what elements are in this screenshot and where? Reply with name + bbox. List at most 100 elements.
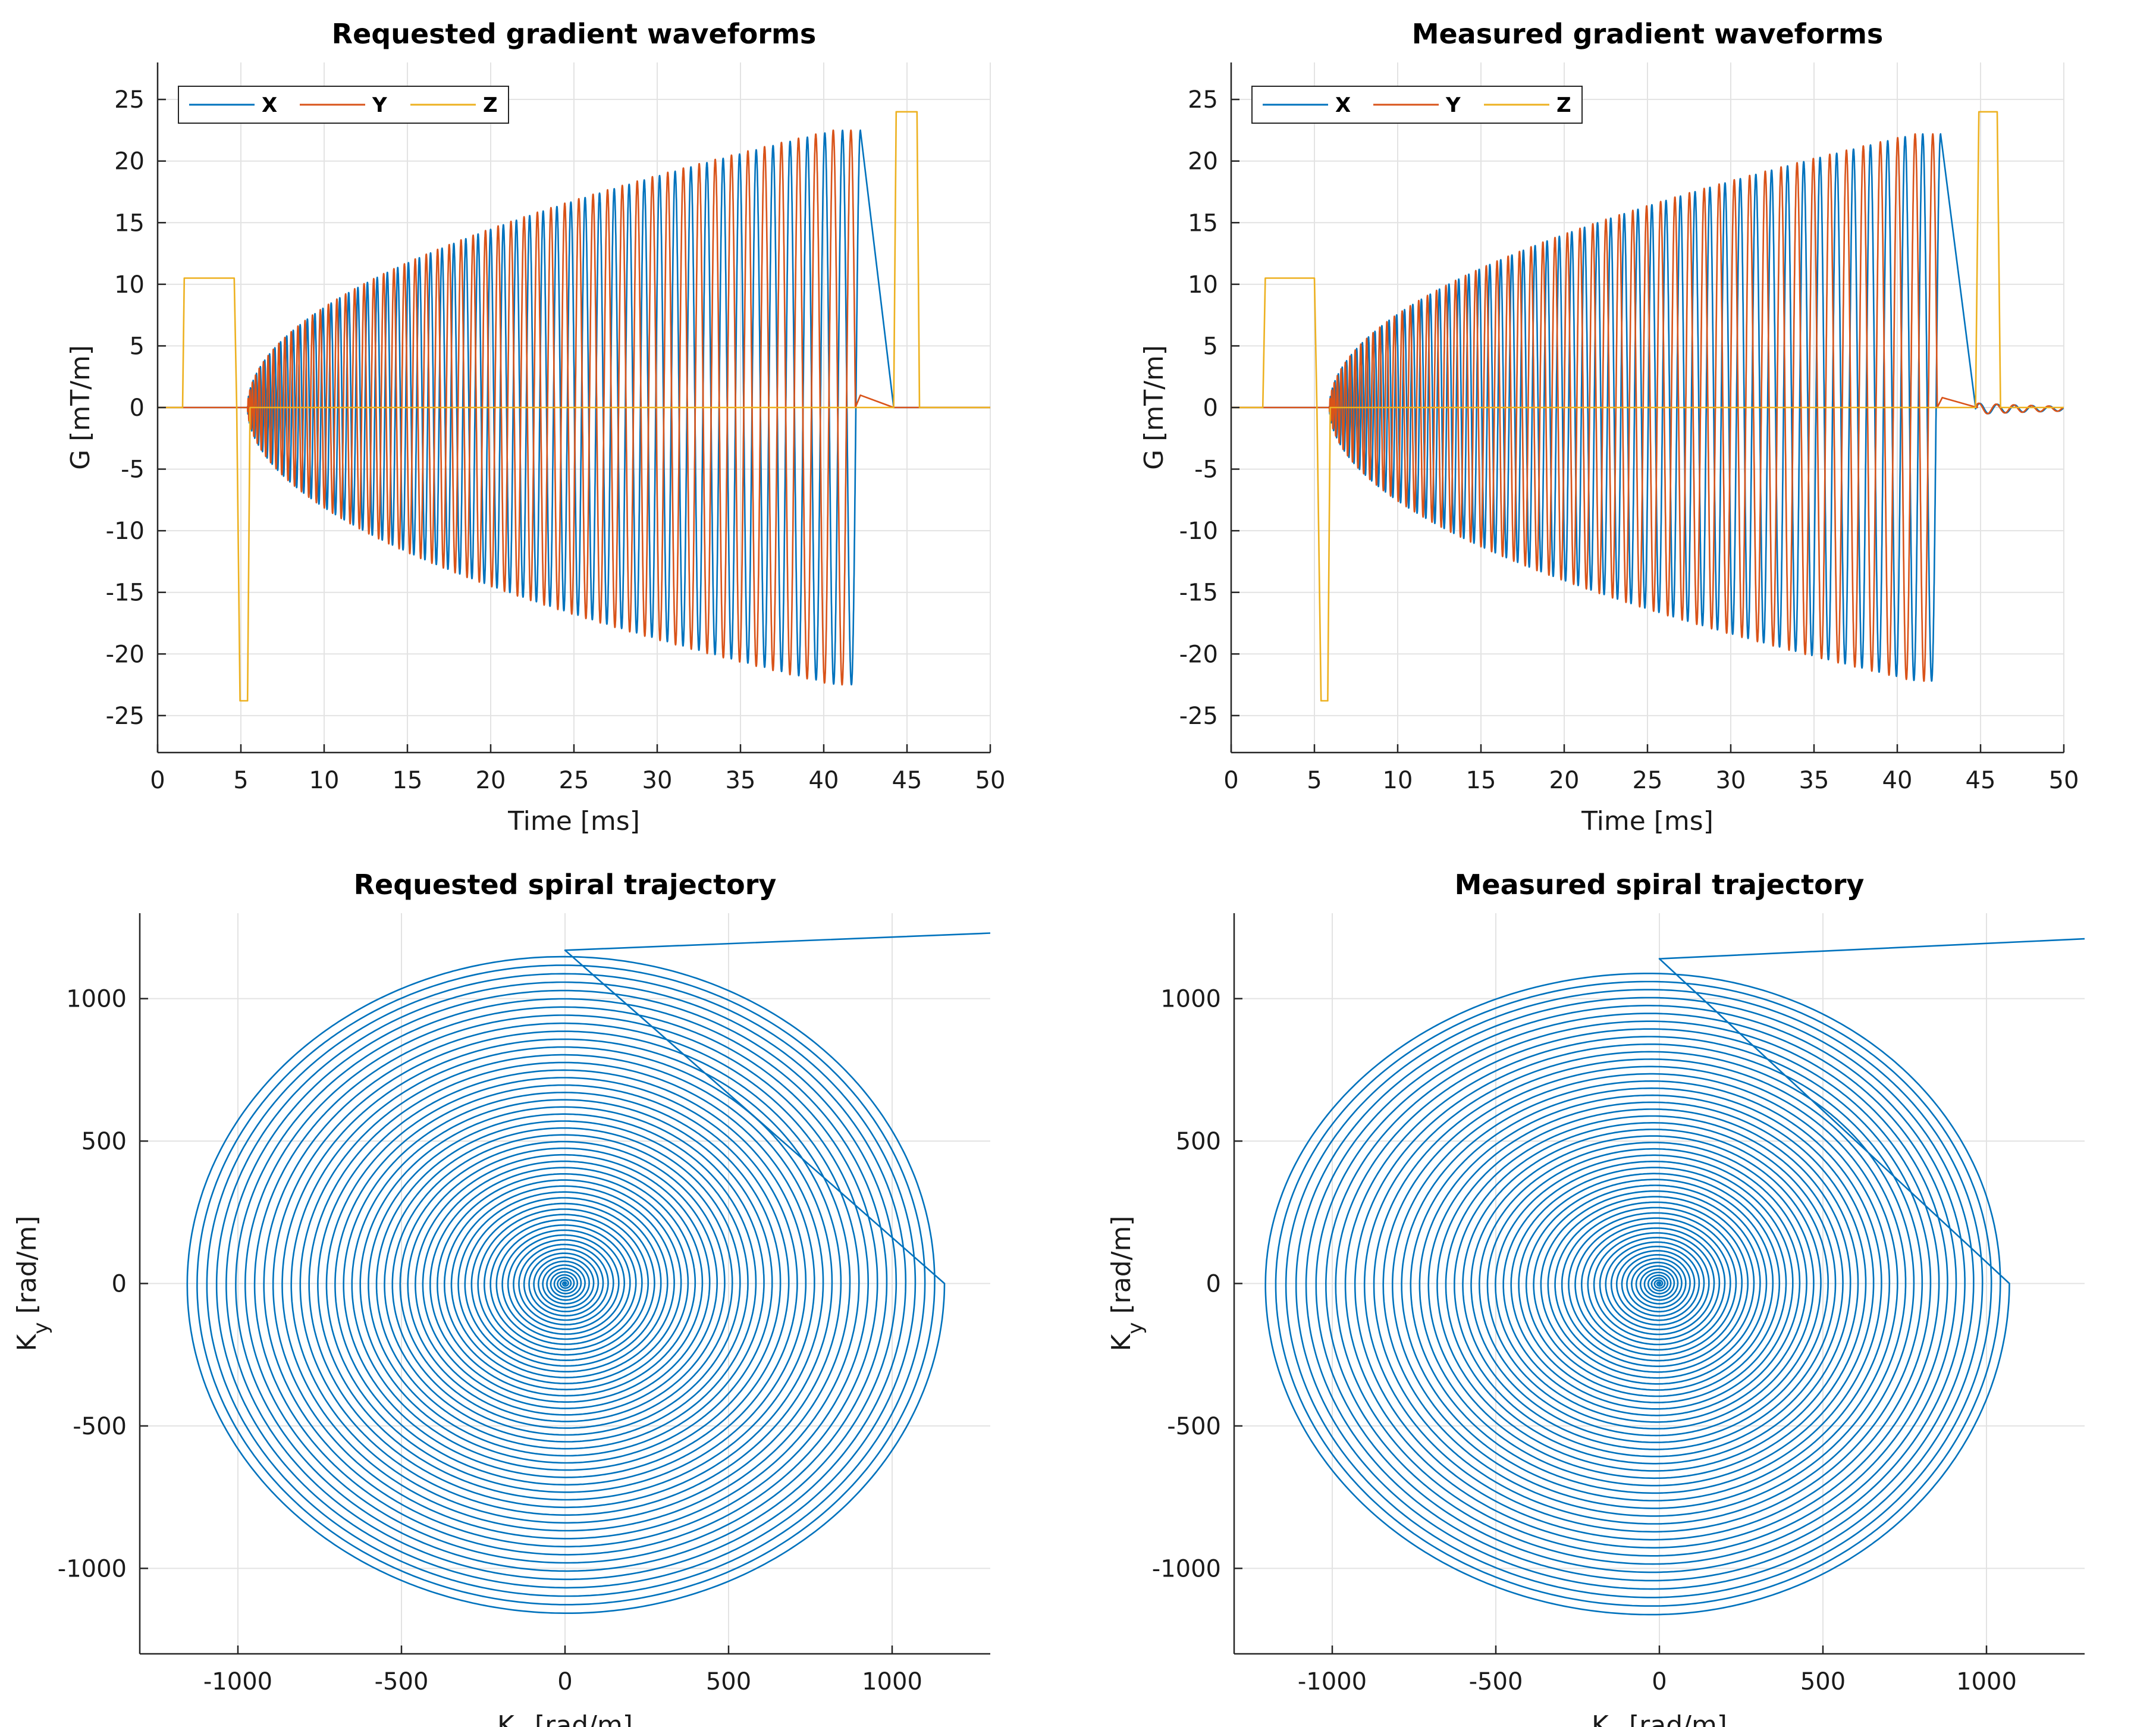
y-axis-label: Ky [rad/m] bbox=[1106, 1216, 1147, 1352]
x-tick-label: 20 bbox=[1549, 767, 1580, 794]
y-tick-label: -500 bbox=[1167, 1413, 1221, 1440]
y-tick-label: 10 bbox=[1188, 271, 1218, 299]
y-axis-label: Ky [rad/m] bbox=[12, 1216, 53, 1352]
x-tick-label: 5 bbox=[233, 767, 248, 794]
y-tick-label: 5 bbox=[130, 333, 145, 360]
y-tick-label: -15 bbox=[1179, 579, 1218, 607]
x-axis-label: Time [ms] bbox=[507, 806, 640, 836]
x-tick-label: 50 bbox=[975, 767, 1006, 794]
chart-measured-gradients: 0 5 10 15 20 25 30 35 40 45 50 -25 -20 -15 -10 -5 0 5 10 15… bbox=[1139, 18, 2079, 836]
x-tick-label: 15 bbox=[1466, 767, 1496, 794]
legend-label-y: Y bbox=[1445, 93, 1461, 117]
x-tick-label: 25 bbox=[1633, 767, 1663, 794]
x-tick-label: 500 bbox=[706, 1668, 751, 1695]
x-tick-label: 25 bbox=[559, 767, 589, 794]
y-tick-label: 15 bbox=[1188, 209, 1218, 237]
x-tick-label: 0 bbox=[557, 1668, 572, 1695]
y-tick-label: -500 bbox=[73, 1413, 127, 1440]
x-tick-label: 40 bbox=[809, 767, 839, 794]
y-tick-label: 20 bbox=[114, 148, 145, 175]
y-tick-label: -25 bbox=[106, 703, 145, 730]
y-tick-label: -20 bbox=[106, 641, 145, 668]
x-tick-label: 20 bbox=[476, 767, 506, 794]
x-axis-label: Kx [rad/m] bbox=[497, 1710, 633, 1727]
chart-requested-spiral: -1000 -500 0 500 1000 -1000 -500 0 500 1000 Reques… bbox=[12, 869, 990, 1727]
x-tick-label: 10 bbox=[1383, 767, 1413, 794]
x-tick-label: 5 bbox=[1307, 767, 1322, 794]
series-line-y bbox=[1231, 133, 2064, 682]
legend: X Y Z bbox=[1251, 86, 1583, 124]
x-tick-label: 1000 bbox=[862, 1668, 922, 1695]
x-tick-label: 0 bbox=[1652, 1668, 1667, 1695]
series-line-x bbox=[1231, 133, 2064, 682]
x-tick-label: 50 bbox=[2049, 767, 2079, 794]
y-tick-label: 10 bbox=[114, 271, 145, 299]
y-axis-label: G [mT/m] bbox=[1139, 345, 1169, 470]
series-line-trajectory bbox=[186, 932, 990, 1614]
y-tick-label: 25 bbox=[114, 86, 145, 114]
x-tick-label: -1000 bbox=[1298, 1668, 1367, 1695]
series-line-y bbox=[158, 129, 990, 686]
y-tick-label: 500 bbox=[81, 1128, 127, 1155]
plot-area bbox=[186, 932, 990, 1614]
x-tick-label: 30 bbox=[642, 767, 673, 794]
y-tick-label: 1000 bbox=[66, 986, 127, 1013]
y-tick-label: -15 bbox=[106, 579, 145, 607]
x-tick-label: 30 bbox=[1716, 767, 1746, 794]
y-tick-label: -1000 bbox=[58, 1555, 127, 1582]
x-tick-label: -500 bbox=[375, 1668, 429, 1695]
x-tick-label: -1000 bbox=[203, 1668, 272, 1695]
plot-area bbox=[1264, 938, 2085, 1616]
chart-requested-gradients: 0 5 10 15 20 25 30 35 40 45 50 -25 -20 -15 -10 -5 0 5 10 15… bbox=[65, 18, 1005, 836]
x-tick-label: 15 bbox=[393, 767, 423, 794]
y-tick-label: 0 bbox=[130, 394, 145, 422]
y-tick-label: 20 bbox=[1188, 148, 1218, 175]
x-tick-label: 35 bbox=[726, 767, 756, 794]
y-tick-label: 15 bbox=[114, 209, 145, 237]
y-tick-label: -25 bbox=[1179, 703, 1218, 730]
y-tick-label: -20 bbox=[1179, 641, 1218, 668]
legend-label-y: Y bbox=[372, 93, 387, 117]
legend-label-z: Z bbox=[1556, 93, 1571, 117]
y-tick-label: 0 bbox=[112, 1271, 127, 1298]
series-line-z bbox=[1231, 111, 2064, 702]
y-tick-label: 0 bbox=[1203, 394, 1218, 422]
series-line-trajectory bbox=[1264, 938, 2085, 1616]
x-tick-label: 45 bbox=[892, 767, 922, 794]
y-axis-label: G [mT/m] bbox=[65, 345, 96, 470]
y-tick-label: -1000 bbox=[1152, 1555, 1221, 1582]
legend-label-x: X bbox=[1335, 93, 1351, 117]
plot-area bbox=[1231, 111, 2064, 702]
chart-title: Requested spiral trajectory bbox=[354, 869, 777, 901]
x-tick-label: 500 bbox=[1800, 1668, 1846, 1695]
y-tick-label: 25 bbox=[1188, 86, 1218, 114]
x-tick-label: 40 bbox=[1882, 767, 1913, 794]
chart-measured-spiral: -1000 -500 0 500 1000 -1000 -500 0 500 1000 Measur… bbox=[1106, 869, 2085, 1727]
y-tick-label: -5 bbox=[121, 456, 145, 484]
y-tick-label: 5 bbox=[1203, 333, 1218, 360]
x-axis-label: Kx [rad/m] bbox=[1592, 1710, 1727, 1727]
x-tick-label: -500 bbox=[1469, 1668, 1523, 1695]
y-tick-label: 500 bbox=[1176, 1128, 1221, 1155]
y-tick-label: -10 bbox=[106, 518, 145, 545]
chart-title: Measured spiral trajectory bbox=[1455, 869, 1865, 901]
y-tick-label: -10 bbox=[1179, 518, 1218, 545]
x-tick-label: 10 bbox=[309, 767, 340, 794]
y-tick-label: 1000 bbox=[1160, 986, 1221, 1013]
x-tick-label: 35 bbox=[1799, 767, 1829, 794]
x-tick-label: 0 bbox=[150, 767, 165, 794]
series-line-z bbox=[158, 111, 990, 702]
x-tick-label: 45 bbox=[1966, 767, 1996, 794]
chart-title: Measured gradient waveforms bbox=[1412, 18, 1884, 50]
x-tick-label: 0 bbox=[1223, 767, 1238, 794]
legend-label-x: X bbox=[262, 93, 277, 117]
legend: X Y Z bbox=[178, 86, 509, 124]
legend-label-z: Z bbox=[483, 93, 498, 117]
y-tick-label: 0 bbox=[1206, 1271, 1221, 1298]
x-tick-label: 1000 bbox=[1956, 1668, 2017, 1695]
y-tick-label: -5 bbox=[1194, 456, 1218, 484]
x-axis-label: Time [ms] bbox=[1581, 806, 1713, 836]
plot-area bbox=[158, 111, 990, 702]
chart-title: Requested gradient waveforms bbox=[332, 18, 817, 50]
